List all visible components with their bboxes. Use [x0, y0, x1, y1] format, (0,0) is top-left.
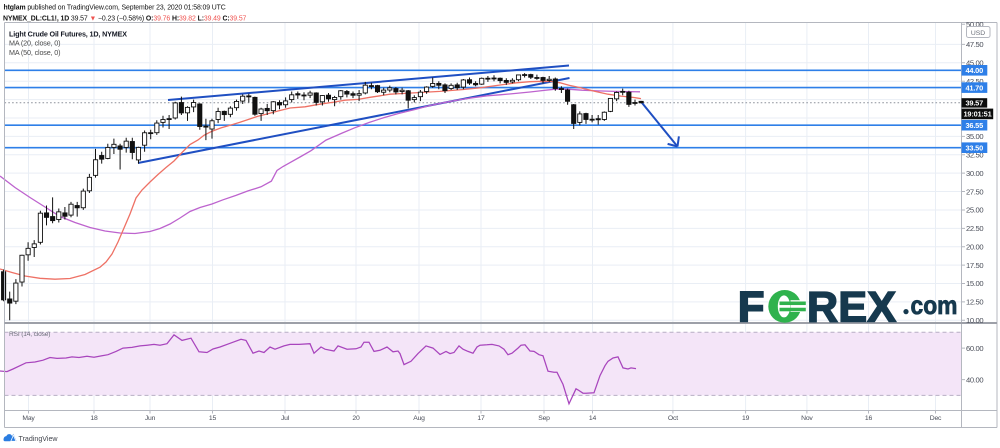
- svg-text:22.50: 22.50: [966, 224, 983, 233]
- svg-text:25.00: 25.00: [966, 206, 983, 215]
- svg-text:50.00: 50.00: [966, 20, 983, 29]
- svg-text:12.50: 12.50: [966, 298, 983, 307]
- svg-text:36.55: 36.55: [966, 121, 984, 130]
- svg-text:14: 14: [589, 415, 597, 422]
- svg-text:15.00: 15.00: [966, 279, 983, 288]
- svg-text:30.00: 30.00: [966, 169, 983, 178]
- svg-text:35.00: 35.00: [966, 132, 983, 141]
- svg-text:REX: REX: [807, 284, 896, 332]
- svg-text:44.00: 44.00: [966, 66, 984, 75]
- svg-text:20: 20: [352, 415, 360, 422]
- svg-text:USD: USD: [971, 30, 985, 37]
- svg-text:Light Crude Oil Futures, 1D, N: Light Crude Oil Futures, 1D, NYMEX: [9, 29, 127, 38]
- svg-text:45.00: 45.00: [966, 59, 983, 68]
- svg-text:Aug: Aug: [413, 415, 425, 422]
- svg-text:42.50: 42.50: [966, 77, 983, 86]
- svg-text:May: May: [22, 415, 35, 422]
- svg-text:32.50: 32.50: [966, 151, 983, 160]
- svg-text:16: 16: [865, 415, 873, 422]
- svg-text:60.00: 60.00: [966, 344, 983, 353]
- svg-text:Oct: Oct: [668, 415, 678, 422]
- svg-text:41.70: 41.70: [966, 83, 984, 92]
- svg-text:NYMEX_DL:CL1!, 1D 39.57 ▼ −0.2: NYMEX_DL:CL1!, 1D 39.57 ▼ −0.23 (−0.58%)…: [3, 15, 247, 22]
- svg-text:27.50: 27.50: [966, 187, 983, 196]
- svg-text:Nov: Nov: [801, 415, 813, 422]
- svg-text:TradingView: TradingView: [19, 435, 59, 443]
- svg-text:17: 17: [477, 415, 485, 422]
- svg-text:19:01:51: 19:01:51: [964, 110, 992, 119]
- svg-text:MA (20, close, 0): MA (20, close, 0): [9, 38, 60, 47]
- svg-text:com: com: [911, 290, 958, 320]
- svg-text:19: 19: [742, 415, 750, 422]
- svg-text:htglam published on TradingVie: htglam published on TradingView.com, Sep…: [4, 5, 226, 12]
- svg-text:39.57: 39.57: [966, 98, 984, 107]
- svg-text:10.00: 10.00: [966, 316, 983, 325]
- svg-text:47.50: 47.50: [966, 40, 983, 49]
- svg-text:15: 15: [209, 415, 217, 422]
- svg-text:Sep: Sep: [538, 415, 550, 422]
- svg-text:Jul: Jul: [281, 415, 290, 422]
- svg-text:20.00: 20.00: [966, 242, 983, 251]
- svg-text:MA (50, close, 0): MA (50, close, 0): [9, 48, 60, 57]
- svg-text:40.00: 40.00: [966, 375, 983, 384]
- svg-text:17.50: 17.50: [966, 261, 983, 270]
- svg-text:RSI (14, close): RSI (14, close): [9, 331, 50, 338]
- svg-text:Jun: Jun: [145, 415, 156, 422]
- svg-text:Dec: Dec: [930, 415, 942, 422]
- svg-text:18: 18: [90, 415, 98, 422]
- svg-text:F: F: [738, 284, 764, 332]
- svg-text:33.50: 33.50: [966, 143, 984, 152]
